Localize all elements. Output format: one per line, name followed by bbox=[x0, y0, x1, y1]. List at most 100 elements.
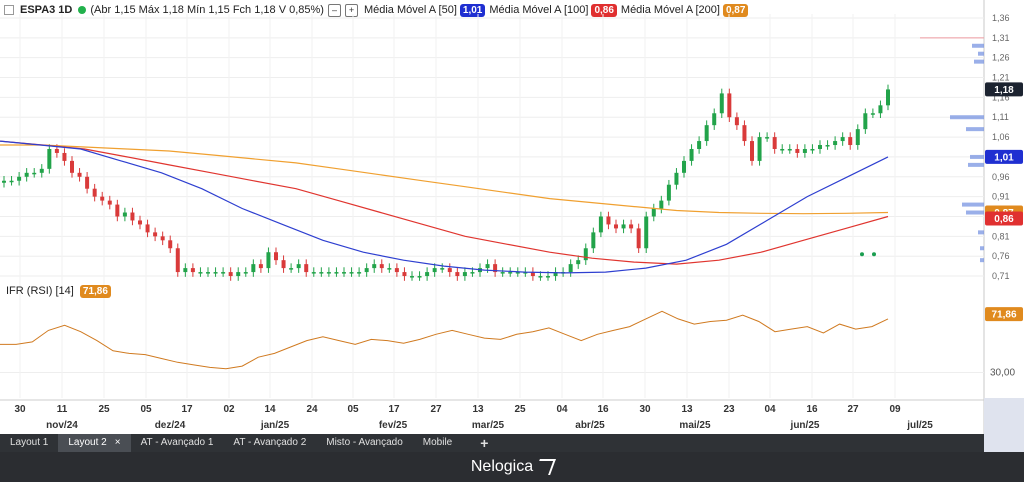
status-dot-icon bbox=[78, 6, 87, 14]
ma50-badge: 1,01 bbox=[459, 3, 486, 17]
candle-body bbox=[576, 260, 581, 265]
candle-body bbox=[32, 172, 37, 175]
candle-body bbox=[787, 148, 792, 151]
tab-at-avancado-2[interactable]: AT - Avançado 2 bbox=[223, 434, 316, 452]
ma50-axis-badge: 1,01 bbox=[994, 152, 1014, 163]
x-month-label: dez/24 bbox=[155, 420, 186, 431]
candle-body bbox=[780, 148, 785, 151]
candle-body bbox=[266, 252, 271, 269]
x-day-label: 02 bbox=[223, 404, 235, 415]
candle-body bbox=[644, 216, 649, 249]
price-tick-label: 1,06 bbox=[992, 132, 1010, 142]
candle-body bbox=[402, 272, 407, 277]
x-month-label: jul/25 bbox=[906, 420, 933, 431]
x-day-label: 27 bbox=[847, 404, 859, 415]
rsi-axis-badge-bg bbox=[985, 307, 1023, 322]
candle-body bbox=[251, 264, 256, 273]
candle-body bbox=[508, 272, 513, 274]
x-month-label: nov/24 bbox=[46, 420, 78, 431]
candle-body bbox=[772, 137, 777, 149]
x-day-label: 05 bbox=[140, 404, 152, 415]
tab-label: Layout 2 bbox=[68, 437, 107, 448]
tab-at-avancado-1[interactable]: AT - Avançado 1 bbox=[131, 434, 224, 452]
ma200-line bbox=[0, 144, 889, 215]
candle-body bbox=[523, 272, 528, 274]
x-day-label: 16 bbox=[597, 404, 609, 415]
minimize-icon[interactable]: ‒ bbox=[327, 3, 341, 17]
candle-body bbox=[485, 264, 490, 269]
candle-body bbox=[228, 272, 233, 277]
candle-body bbox=[629, 224, 634, 229]
tab-label: Mobile bbox=[422, 437, 453, 448]
ma100-label: Média Móvel A [100] bbox=[489, 4, 589, 16]
candle-body bbox=[530, 272, 535, 277]
candle-body bbox=[289, 268, 294, 270]
price-chart[interactable]: 1,36 1,31 1,26 1,21 1,16 1,11 1,06 1,01 0,96 0,91… bbox=[0, 0, 1024, 434]
candle-body bbox=[304, 264, 309, 273]
layout-tabs: Layout 1 Layout 2 × AT - Avançado 1 AT - … bbox=[0, 434, 984, 452]
ma50-label: Média Móvel A [50] bbox=[363, 4, 457, 16]
volume-profile-bar bbox=[978, 230, 984, 235]
volume-profile-bar bbox=[980, 246, 984, 251]
candle-body bbox=[598, 216, 603, 233]
tab-layout-2[interactable]: Layout 2 × bbox=[58, 434, 131, 452]
volume-profile-bar bbox=[978, 51, 984, 56]
candle-body bbox=[606, 216, 611, 225]
candle-body bbox=[9, 180, 14, 183]
candle-body bbox=[153, 232, 158, 237]
candle-body bbox=[190, 268, 195, 273]
candle-body bbox=[825, 145, 830, 147]
volume-profile-bar bbox=[972, 43, 984, 48]
candle-body bbox=[349, 272, 354, 274]
x-month-label: abr/25 bbox=[575, 420, 605, 431]
candle-body bbox=[206, 272, 210, 274]
candle-body bbox=[77, 172, 82, 177]
candle-body bbox=[583, 248, 588, 261]
candle-body bbox=[54, 148, 59, 153]
candle-body bbox=[296, 264, 301, 269]
add-tab-button[interactable]: + bbox=[480, 435, 489, 451]
volume-profile-bar bbox=[970, 154, 984, 159]
candle-body bbox=[802, 148, 807, 153]
candle-body bbox=[810, 148, 815, 151]
x-day-label: 25 bbox=[98, 404, 110, 415]
candle-body bbox=[175, 248, 180, 273]
candle-body bbox=[410, 276, 414, 278]
window-square-icon[interactable] bbox=[4, 5, 14, 15]
candle-body bbox=[515, 272, 520, 274]
candle-body bbox=[160, 236, 165, 241]
x-day-label: 27 bbox=[430, 404, 442, 415]
candle-body bbox=[440, 268, 445, 270]
candle-body bbox=[213, 272, 218, 274]
candle-body bbox=[2, 180, 6, 183]
candle-body bbox=[462, 272, 467, 277]
candle-body bbox=[863, 113, 868, 130]
add-indicator-icon[interactable]: + bbox=[344, 3, 358, 17]
x-month-label: mar/25 bbox=[472, 420, 505, 431]
rsi-label: IFR (RSI) [14] bbox=[6, 285, 74, 297]
tab-close-icon[interactable]: × bbox=[114, 437, 121, 448]
volume-profile-bar bbox=[950, 115, 984, 120]
candle-body bbox=[447, 268, 452, 273]
candle-body bbox=[311, 272, 316, 274]
candle-body bbox=[379, 264, 384, 269]
tab-mobile[interactable]: Mobile bbox=[413, 434, 462, 452]
x-month-label: jan/25 bbox=[260, 420, 290, 431]
candle-body bbox=[122, 212, 127, 217]
candle-body bbox=[614, 224, 618, 229]
price-tick-label: 0,76 bbox=[992, 251, 1010, 261]
price-tick-label: 1,26 bbox=[992, 53, 1010, 63]
rsi-badge: 71,86 bbox=[79, 285, 111, 298]
price-tick-label: 1,16 bbox=[992, 92, 1010, 102]
price-tick-label: 0,81 bbox=[992, 231, 1010, 241]
x-day-label: 04 bbox=[556, 404, 568, 415]
candle-body bbox=[546, 276, 550, 278]
candle-body bbox=[719, 93, 724, 114]
x-day-label: 16 bbox=[806, 404, 818, 415]
tab-layout-1[interactable]: Layout 1 bbox=[0, 434, 58, 452]
candle-body bbox=[651, 208, 656, 217]
candle-body bbox=[168, 240, 173, 249]
candle-body bbox=[47, 148, 52, 169]
candle-body bbox=[621, 224, 626, 229]
tab-misto-avancado[interactable]: Misto - Avançado bbox=[316, 434, 413, 452]
